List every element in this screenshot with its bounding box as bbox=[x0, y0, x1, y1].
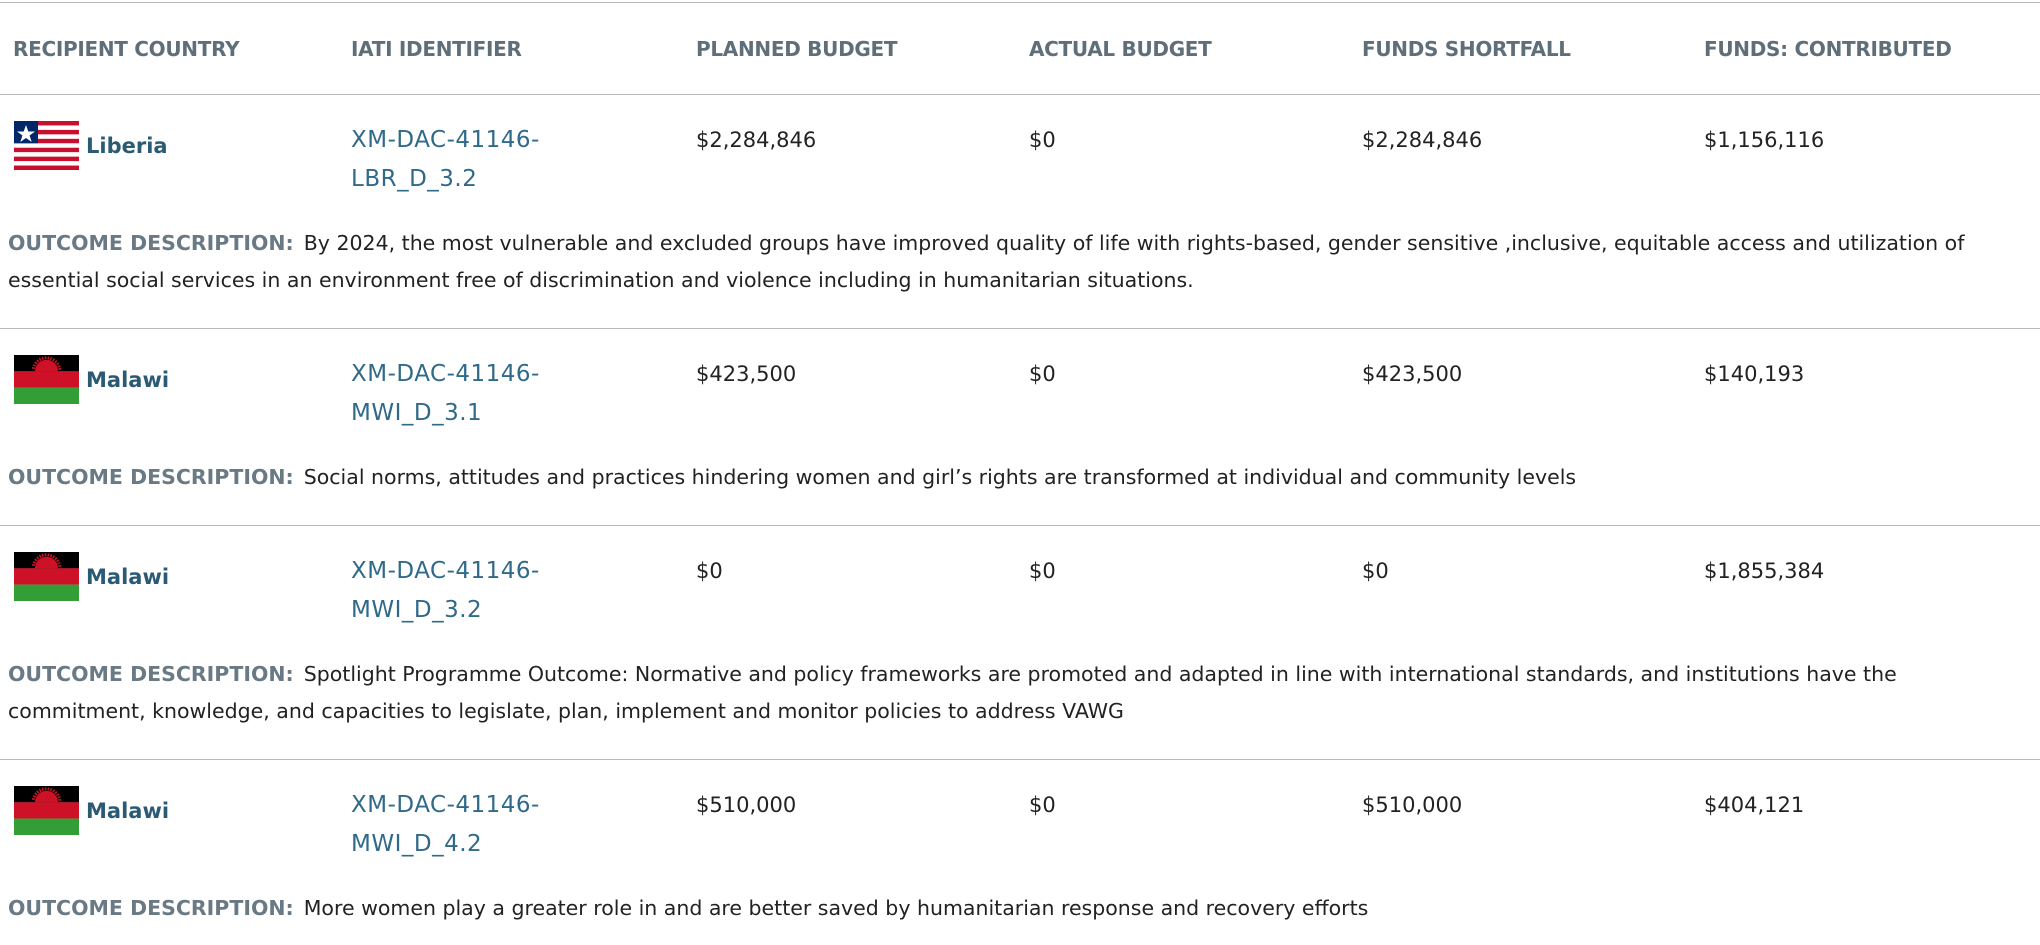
identifier-line: MWI_D_3.2 bbox=[351, 597, 483, 623]
iati-identifier[interactable]: XM-DAC-41146- LBR_D_3.2 bbox=[351, 121, 540, 199]
budget-value: $423,500 bbox=[696, 362, 797, 386]
iati-identifier[interactable]: XM-DAC-41146- MWI_D_3.2 bbox=[351, 552, 540, 630]
budget-value: $0 bbox=[1362, 559, 1389, 583]
table-row: Malawi XM-DAC-41146- MWI_D_3.1 $423,500 $0 $4… bbox=[0, 329, 2040, 526]
flag bbox=[14, 552, 79, 601]
outcome-description: OUTCOME DESCRIPTION: Spotlight Programme … bbox=[8, 656, 2032, 730]
identifier-line: MWI_D_3.1 bbox=[351, 400, 483, 426]
table-row: Liberia XM-DAC-41146- LBR_D_3.2 $2,284,846 $… bbox=[0, 95, 2040, 329]
flag bbox=[14, 786, 79, 835]
row-main: Malawi XM-DAC-41146- MWI_D_3.1 $423,500 $0 $4… bbox=[0, 355, 2040, 433]
table-body: Liberia XM-DAC-41146- LBR_D_3.2 $2,284,846 $… bbox=[0, 95, 2040, 945]
outcome-description: OUTCOME DESCRIPTION: Social norms, attitu… bbox=[8, 459, 2032, 496]
outcome-description: OUTCOME DESCRIPTION: By 2024, the most vu… bbox=[8, 225, 2032, 299]
budget-value: $404,121 bbox=[1704, 793, 1805, 817]
budget-value: $1,855,384 bbox=[1704, 559, 1825, 583]
budget-value: $0 bbox=[696, 559, 723, 583]
row-main: Liberia XM-DAC-41146- LBR_D_3.2 $2,284,846 $… bbox=[0, 121, 2040, 199]
flag bbox=[14, 355, 79, 404]
column-header: FUNDS SHORTFALL bbox=[1362, 37, 1571, 61]
budget-value: $0 bbox=[1029, 559, 1056, 583]
budget-value: $2,284,846 bbox=[696, 128, 817, 152]
outcome-label: OUTCOME DESCRIPTION: bbox=[8, 662, 294, 686]
column-header: IATI IDENTIFIER bbox=[351, 37, 522, 61]
column-header: FUNDS: CONTRIBUTED bbox=[1704, 37, 1952, 61]
flag bbox=[14, 121, 79, 170]
row-main: Malawi XM-DAC-41146- MWI_D_4.2 $510,000 $0 $5… bbox=[0, 786, 2040, 864]
budget-value: $510,000 bbox=[1362, 793, 1463, 817]
budget-value: $1,156,116 bbox=[1704, 128, 1825, 152]
outcome-label: OUTCOME DESCRIPTION: bbox=[8, 465, 294, 489]
identifier-line: XM-DAC-41146- bbox=[351, 361, 540, 387]
identifier-line: XM-DAC-41146- bbox=[351, 792, 540, 818]
budget-value: $0 bbox=[1029, 362, 1056, 386]
budget-value: $423,500 bbox=[1362, 362, 1463, 386]
identifier-line: LBR_D_3.2 bbox=[351, 166, 478, 192]
table-row: Malawi XM-DAC-41146- MWI_D_4.2 $510,000 $0 $5… bbox=[0, 760, 2040, 945]
identifier-line: MWI_D_4.2 bbox=[351, 831, 483, 857]
country-link[interactable]: Liberia bbox=[86, 134, 168, 158]
budget-value: $510,000 bbox=[696, 793, 797, 817]
table-row: Malawi XM-DAC-41146- MWI_D_3.2 $0 $0 $0 $1,855… bbox=[0, 526, 2040, 760]
outcome-text: More women play a greater role in and ar… bbox=[303, 896, 1369, 920]
identifier-line: XM-DAC-41146- bbox=[351, 558, 540, 584]
budget-value: $0 bbox=[1029, 793, 1056, 817]
column-header: ACTUAL BUDGET bbox=[1029, 37, 1212, 61]
country-link[interactable]: Malawi bbox=[86, 368, 170, 392]
budget-value: $2,284,846 bbox=[1362, 128, 1483, 152]
outcome-label: OUTCOME DESCRIPTION: bbox=[8, 231, 294, 255]
column-header: PLANNED BUDGET bbox=[696, 37, 898, 61]
budget-value: $140,193 bbox=[1704, 362, 1805, 386]
country-link[interactable]: Malawi bbox=[86, 565, 170, 589]
iati-identifier[interactable]: XM-DAC-41146- MWI_D_3.1 bbox=[351, 355, 540, 433]
country-link[interactable]: Malawi bbox=[86, 799, 170, 823]
budget-value: $0 bbox=[1029, 128, 1056, 152]
outcome-text: By 2024, the most vulnerable and exclude… bbox=[8, 231, 1965, 292]
outcome-text: Social norms, attitudes and practices hi… bbox=[303, 465, 1577, 489]
iati-identifier[interactable]: XM-DAC-41146- MWI_D_4.2 bbox=[351, 786, 540, 864]
row-main: Malawi XM-DAC-41146- MWI_D_3.2 $0 $0 $0 $1,855… bbox=[0, 552, 2040, 630]
identifier-line: XM-DAC-41146- bbox=[351, 127, 540, 153]
outcome-label: OUTCOME DESCRIPTION: bbox=[8, 896, 294, 920]
table-header: RECIPIENT COUNTRY IATI IDENTIFIER PLANNED … bbox=[0, 2, 2040, 95]
column-header: RECIPIENT COUNTRY bbox=[13, 37, 240, 61]
outcome-text: Spotlight Programme Outcome: Normative a… bbox=[8, 662, 1897, 723]
outcome-description: OUTCOME DESCRIPTION: More women play a gr… bbox=[8, 890, 2032, 927]
